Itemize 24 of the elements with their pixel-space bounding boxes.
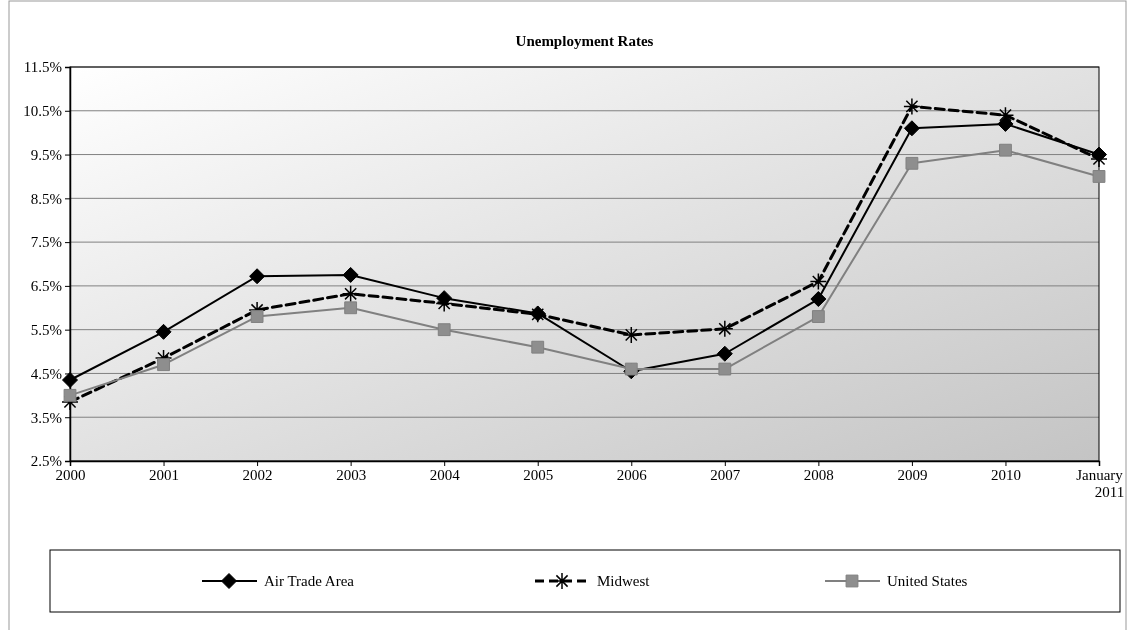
x-tick-label: 2002 xyxy=(242,466,273,483)
x-tick-label: 2010 xyxy=(990,466,1021,483)
x-tick-label: 2005 xyxy=(523,466,554,483)
y-tick-label: 4.5% xyxy=(30,365,62,382)
chart-title: Unemployment Rates xyxy=(515,33,654,49)
y-tick-label: 9.5% xyxy=(30,146,62,163)
y-tick-label: 10.5% xyxy=(23,103,62,120)
legend-label: Air Trade Area xyxy=(264,573,355,589)
y-tick-label: 3.5% xyxy=(30,409,62,426)
x-tick-label: 2008 xyxy=(803,466,834,483)
x-tick-label: 2001 xyxy=(149,466,180,483)
y-tick-label: 11.5% xyxy=(23,59,62,76)
x-tick-label: 2009 xyxy=(897,466,928,483)
x-tick-label: 2006 xyxy=(616,466,648,483)
x-tick-label: 2004 xyxy=(429,466,461,483)
x-tick-label: 2007 xyxy=(710,466,741,483)
x-tick-label: January 2011 xyxy=(1076,466,1125,500)
y-tick-label: 5.5% xyxy=(30,321,62,338)
legend-label: United States xyxy=(887,573,968,589)
y-tick-label: 7.5% xyxy=(30,234,62,251)
y-tick-label: 6.5% xyxy=(30,278,62,295)
y-tick-label: 8.5% xyxy=(30,190,62,207)
legend-label: Midwest xyxy=(597,573,651,589)
x-tick-label: 2003 xyxy=(336,466,367,483)
